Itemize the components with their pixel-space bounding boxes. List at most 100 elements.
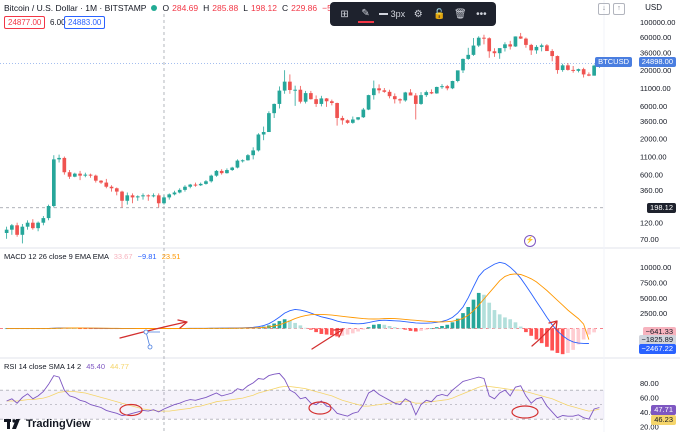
macd-histogram-bar bbox=[487, 302, 492, 329]
candle-body bbox=[356, 117, 360, 120]
macd-histogram-bar bbox=[293, 322, 297, 329]
macd-label[interactable]: MACD 12 26 close 9 EMA EMA bbox=[4, 252, 109, 261]
macd-histogram-bar bbox=[550, 328, 555, 351]
macd-histogram-bar bbox=[518, 326, 523, 329]
candle-body bbox=[256, 134, 261, 151]
candle-body bbox=[361, 109, 366, 118]
line-width-icon bbox=[378, 13, 388, 15]
candle-body bbox=[581, 69, 586, 75]
close-label: C bbox=[281, 3, 289, 13]
macd-histogram-bar bbox=[403, 328, 408, 330]
drawing-toolbar: ⊞ ✎ 3px ⚙ 🔓 🗑 ••• bbox=[330, 2, 496, 26]
price-axis-tick: 11000.00 bbox=[640, 84, 671, 93]
macd-histogram-bar bbox=[324, 328, 329, 335]
layout-icon[interactable]: ⊞ bbox=[340, 8, 349, 20]
candle-body bbox=[576, 69, 581, 71]
candle-body bbox=[434, 86, 439, 94]
macd-histogram-bar bbox=[419, 328, 423, 331]
candle-body bbox=[41, 218, 46, 223]
price-axis-tick: 36000.00 bbox=[640, 48, 671, 57]
macd-histogram-bar bbox=[529, 328, 534, 336]
annotation-circle bbox=[511, 405, 539, 419]
candle-body bbox=[492, 51, 497, 54]
alert-icon[interactable]: ⚡ bbox=[524, 235, 536, 247]
macd-histogram-bar bbox=[545, 328, 549, 347]
high-value: 285.88 bbox=[212, 3, 239, 13]
candle-body bbox=[172, 192, 177, 195]
macd-hist-tag: −641.33 bbox=[642, 327, 676, 337]
candle-body bbox=[461, 58, 465, 71]
candle-body bbox=[62, 157, 67, 173]
candle-body bbox=[240, 160, 245, 162]
macd-histogram-bar bbox=[461, 313, 465, 329]
arrow-up-icon[interactable]: ↑ bbox=[613, 3, 625, 15]
candle-body bbox=[319, 98, 324, 104]
candle-body bbox=[413, 95, 418, 104]
candle-body bbox=[261, 132, 266, 135]
lock-icon[interactable]: 🔓 bbox=[433, 8, 446, 20]
price-axis-tick: 600.00 bbox=[640, 171, 663, 180]
candle-body bbox=[471, 45, 476, 55]
candle-body bbox=[371, 88, 376, 96]
price-axis-tick: 2000.00 bbox=[640, 135, 667, 144]
candle-body bbox=[167, 194, 172, 198]
macd-histogram-bar bbox=[78, 328, 82, 330]
rsi-tag: 47.71 bbox=[651, 405, 676, 415]
trash-icon[interactable]: 🗑 bbox=[454, 8, 467, 20]
annotation-arrow bbox=[531, 320, 558, 347]
macd-histogram-bar bbox=[513, 322, 518, 329]
rsi-label[interactable]: RSI 14 close SMA 14 2 bbox=[4, 362, 82, 371]
price-axis-tick: 20000.00 bbox=[640, 66, 671, 75]
macd-histogram-bar bbox=[282, 319, 287, 329]
candle-body bbox=[177, 189, 182, 193]
macd-histogram-bar bbox=[440, 325, 444, 329]
more-icon[interactable]: ••• bbox=[476, 8, 487, 20]
macd-line bbox=[6, 261, 589, 344]
candle-body bbox=[36, 222, 40, 229]
buy-price-button[interactable]: 24883.00 bbox=[64, 16, 106, 29]
tradingview-logo[interactable]: TradingView bbox=[4, 418, 91, 430]
candle-body bbox=[219, 170, 224, 174]
macd-hist-value: 33.67 bbox=[113, 252, 133, 261]
symbol-title[interactable]: Bitcoin / U.S. Dollar · 1M · BITSTAMP bbox=[4, 3, 147, 13]
candle-body bbox=[455, 70, 460, 81]
macd-histogram-bar bbox=[366, 327, 371, 329]
macd-histogram-bar bbox=[62, 328, 67, 329]
line-width-button[interactable]: 3px bbox=[378, 5, 406, 23]
candle-body bbox=[518, 36, 523, 39]
macd-axis-tick: 2500.00 bbox=[640, 309, 667, 318]
rsi-axis-tick: 80.00 bbox=[640, 379, 659, 388]
macd-histogram-bar bbox=[408, 328, 413, 331]
candle-body bbox=[309, 93, 313, 100]
candle-body bbox=[293, 89, 297, 91]
macd-histogram-bar bbox=[476, 292, 481, 329]
candle-body bbox=[592, 65, 596, 76]
candle-body bbox=[303, 93, 308, 102]
candle-body bbox=[387, 91, 392, 97]
macd-histogram-bar bbox=[72, 328, 77, 330]
macd-histogram-bar bbox=[424, 328, 429, 330]
pencil-icon[interactable]: ✎ bbox=[357, 5, 374, 23]
macd-histogram-bar bbox=[340, 328, 345, 336]
open-value: 284.69 bbox=[172, 3, 199, 13]
sell-price-button[interactable]: 24877.00 bbox=[4, 16, 46, 29]
candle-body bbox=[288, 81, 292, 91]
candle-body bbox=[324, 98, 329, 102]
candle-body bbox=[560, 65, 565, 71]
close-value: 229.86 bbox=[291, 3, 318, 13]
candle-body bbox=[277, 90, 282, 104]
line-width-label: 3px bbox=[390, 9, 406, 19]
rsi-sma-line bbox=[6, 385, 600, 412]
candle-body bbox=[508, 44, 513, 47]
macd-histogram-bar bbox=[576, 328, 581, 345]
candle-body bbox=[566, 65, 570, 70]
candle-body bbox=[408, 92, 413, 96]
candle-body bbox=[539, 45, 544, 47]
settings-icon[interactable]: ⚙ bbox=[413, 8, 423, 20]
candle-body bbox=[88, 174, 93, 176]
currency-label[interactable]: USD bbox=[645, 3, 662, 12]
macd-line-tag: −2467.22 bbox=[638, 344, 676, 354]
macd-histogram-bar bbox=[508, 319, 513, 329]
arrow-down-icon[interactable]: ↓ bbox=[598, 3, 610, 15]
